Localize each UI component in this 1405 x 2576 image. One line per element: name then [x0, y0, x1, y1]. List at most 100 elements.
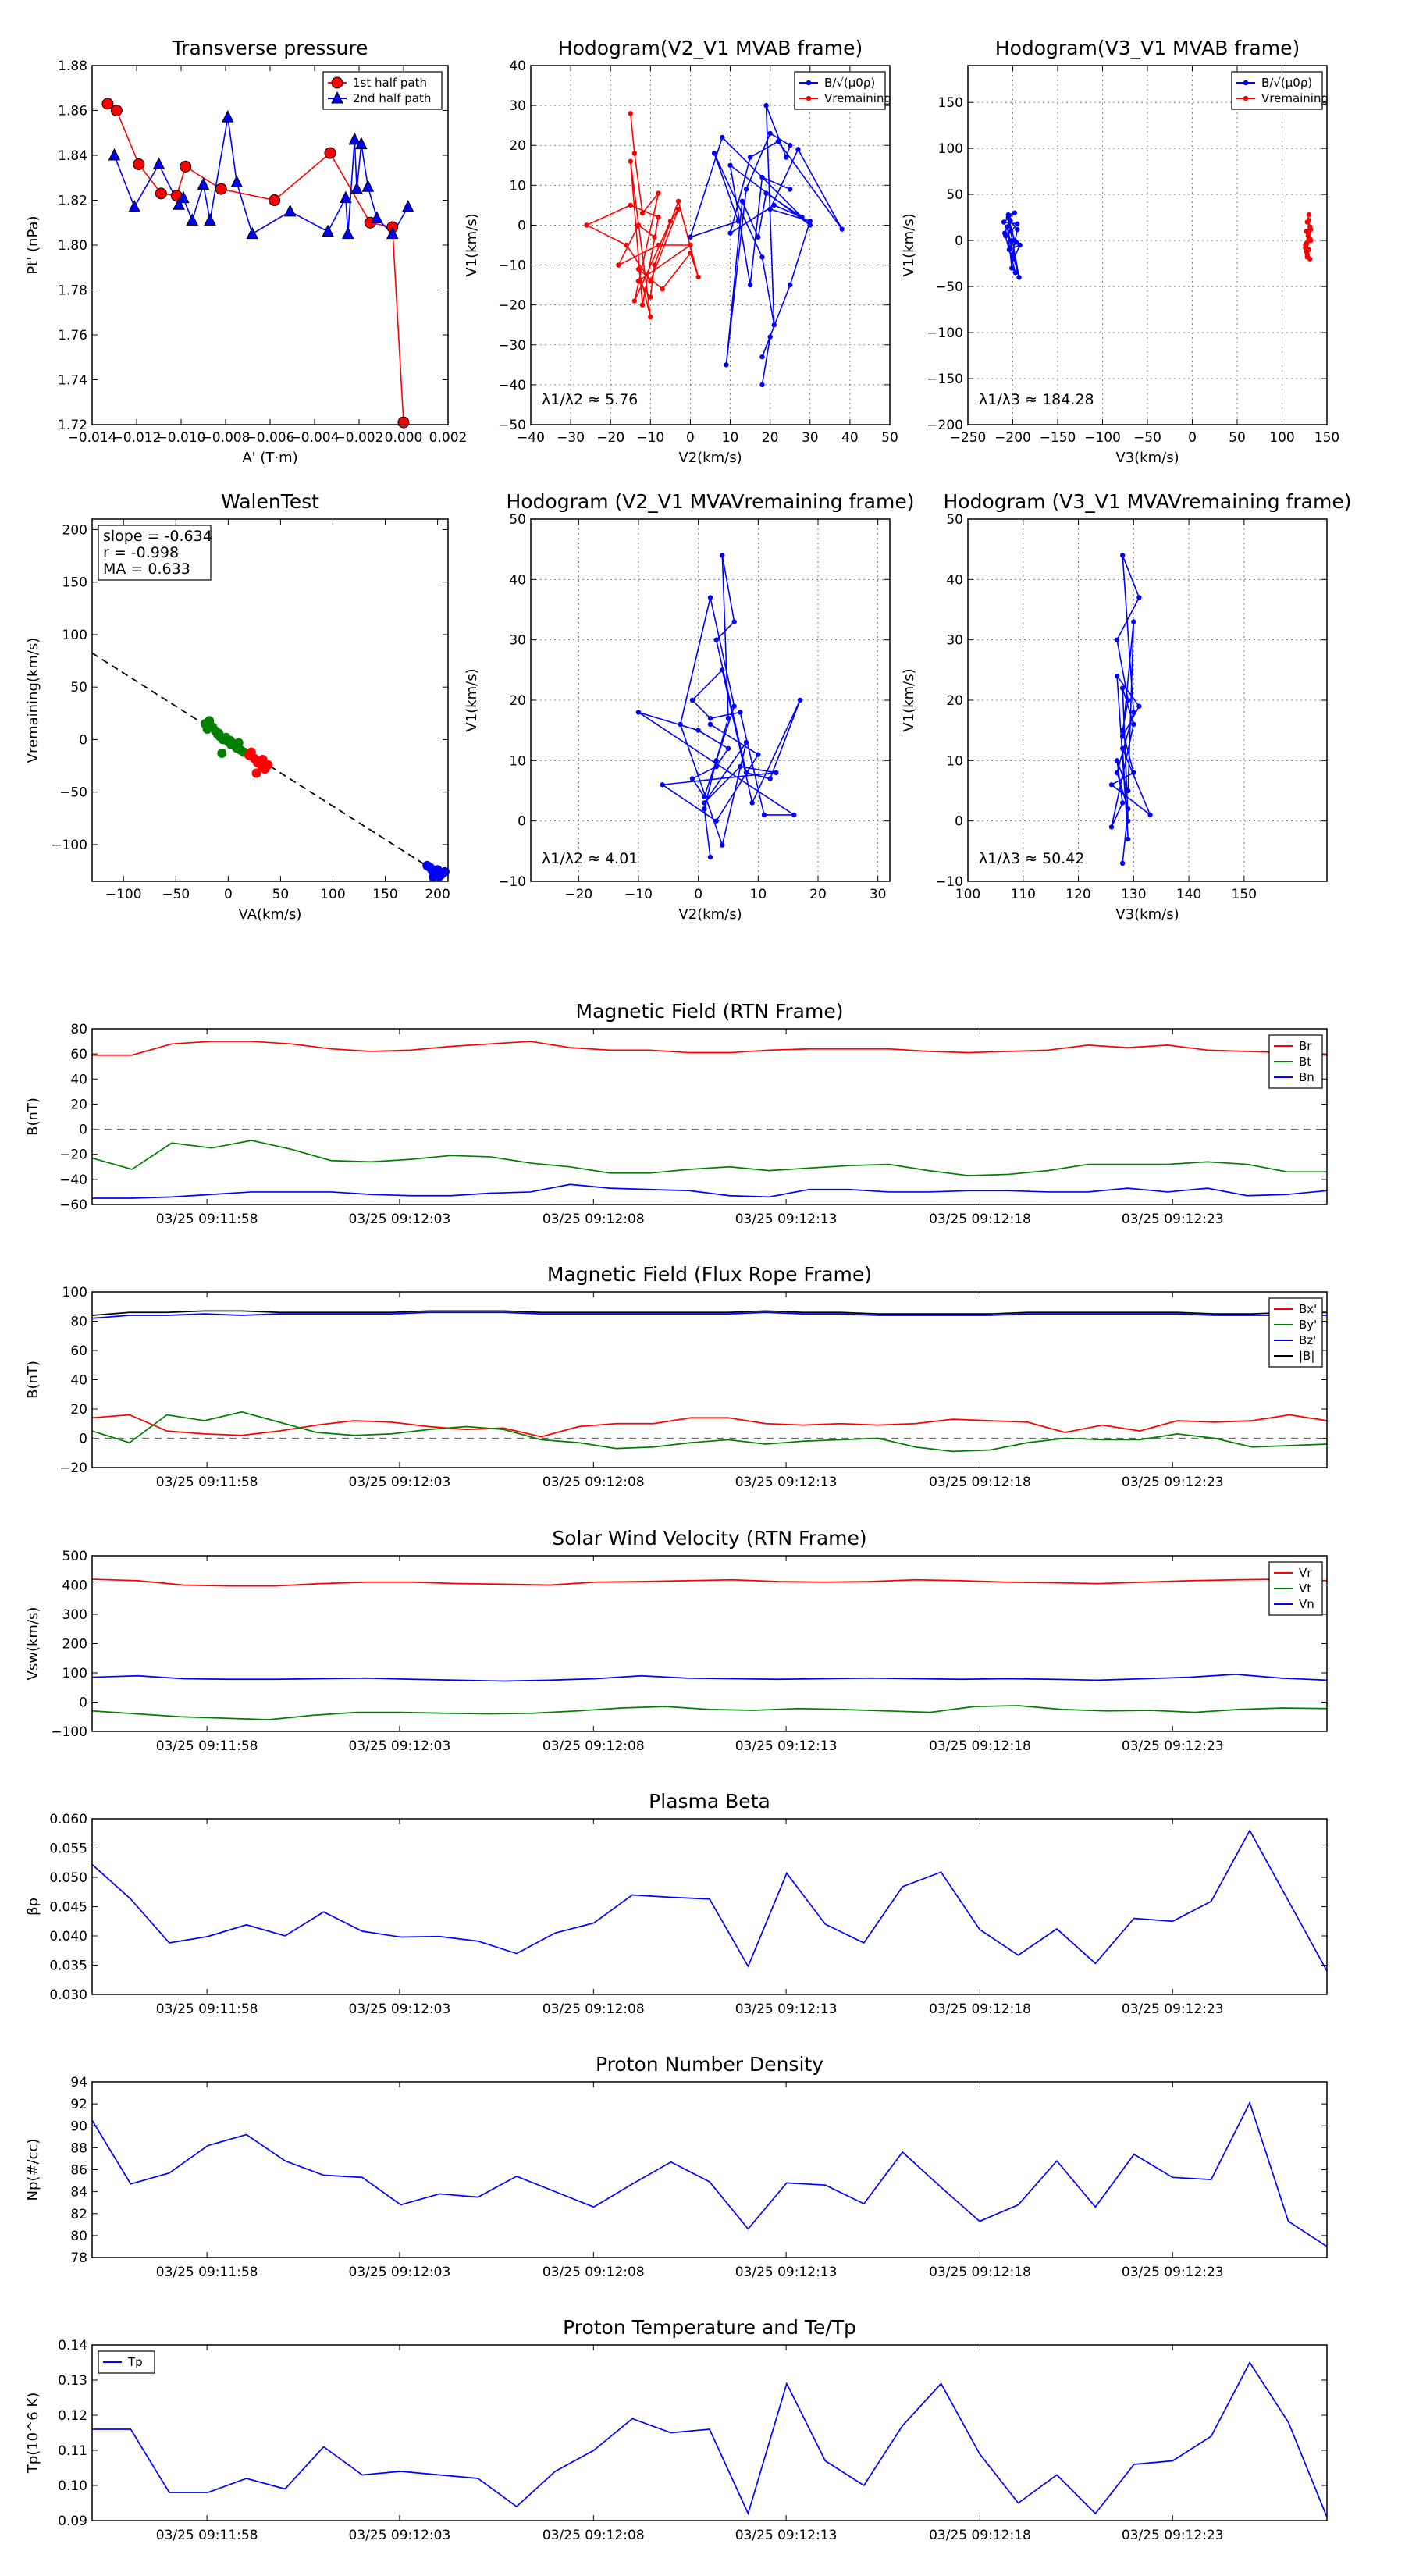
mag_rtn-x-tick-label: 03/25 09:11:58 — [156, 1212, 258, 1227]
hodo_v3_v1_mvab-x-tick-label: −150 — [1040, 430, 1076, 446]
hodo_v2_v1_mvav-x-tick-label: 20 — [809, 887, 827, 902]
transverse_pressure-point-1-9 — [230, 175, 244, 187]
plasma_beta-y-tick-label: 0.050 — [49, 1870, 87, 1886]
proton_density-title: Proton Number Density — [596, 2053, 823, 2076]
hodo_v2_v1_mvab-x-tick-label: 50 — [881, 430, 898, 446]
hodo_v2_v1_mvab-point-1-14 — [648, 314, 653, 320]
transverse_pressure-point-1-20 — [386, 226, 399, 240]
hodo_v2_v1_mvab-point-0-19 — [788, 143, 793, 148]
hodo_v3_v1_mvab-point-1-10 — [1304, 240, 1309, 246]
hodo_v2_v1_mvab-point-0-3 — [788, 282, 793, 288]
hodo_v3_v1_mvav-point-0-23 — [1119, 685, 1126, 691]
solar_wind-y-tick-label: 200 — [62, 1637, 87, 1653]
proton_density-x-tick-label: 03/25 09:12:23 — [1122, 2265, 1224, 2280]
hodo_v3_v1_mvav-point-0-1 — [1126, 806, 1131, 812]
hodo_v3_v1_mvab-y-tick-label: 0 — [955, 233, 963, 249]
mag_fluxrope-x-tick-label: 03/25 09:12:13 — [735, 1475, 838, 1490]
transverse_pressure-point-1-17 — [355, 137, 368, 150]
transverse_pressure-y-tick-label: 1.72 — [58, 418, 87, 433]
walen_test-point-1-9 — [258, 754, 268, 764]
hodo_v2_v1_mvab-point-1-8 — [624, 242, 629, 248]
hodo_v2_v1_mvav-point-0-23 — [731, 703, 737, 709]
transverse_pressure-x-axis-label: A' (T·m) — [242, 450, 297, 466]
hodo_v3_v1_mvab-x-tick-label: 150 — [1314, 430, 1339, 446]
hodo_v2_v1_mvab-point-legend-1 — [806, 95, 812, 101]
mag_rtn-legend-label: Bt — [1299, 1055, 1311, 1069]
transverse_pressure-point-0-7 — [269, 194, 281, 206]
proton_temp-y-tick-label: 0.12 — [58, 2408, 87, 2424]
transverse_pressure-point-legend-1 — [331, 91, 343, 104]
proton_temp-y-tick-label: 0.09 — [58, 2514, 87, 2529]
walen_test-plot-frame — [91, 518, 449, 882]
hodo_v3_v1_mvav-x-tick-label: 150 — [1232, 887, 1257, 902]
hodo_v2_v1_mvab-y-tick-label: 30 — [509, 98, 526, 114]
transverse_pressure-point-0-3 — [155, 187, 167, 200]
hodo_v2_v1_mvav-x-tick-label: 0 — [694, 887, 702, 902]
mag_fluxrope-x-tick-label: 03/25 09:12:03 — [349, 1475, 451, 1490]
hodo_v2_v1_mvab-legend-box — [794, 71, 886, 110]
hodo_v3_v1_mvab-y-tick-label: −150 — [927, 372, 963, 387]
mag_rtn-y-tick-label: −40 — [59, 1172, 87, 1188]
mag_rtn-series-line-1 — [91, 1140, 1327, 1176]
transverse_pressure-y-tick-label: 1.80 — [58, 238, 87, 254]
hodo_v3_v1_mvav-point-0-24 — [1126, 818, 1131, 824]
walen_test-y-tick-label: 200 — [62, 522, 87, 538]
hodo_v3_v1_mvav-x-tick-label: 140 — [1176, 887, 1201, 902]
hodo_v3_v1_mvab-point-legend-0 — [1243, 80, 1249, 86]
hodo_v2_v1_mvav-point-0-27 — [743, 739, 749, 745]
hodo_v3_v1_mvab-point-0-13 — [1012, 270, 1019, 276]
hodo_v2_v1_mvav-y-tick-label: 30 — [509, 633, 526, 649]
hodo_v3_v1_mvav-plot-frame — [967, 518, 1328, 882]
transverse_pressure-x-tick-label: −0.004 — [290, 430, 340, 446]
hodo_v3_v1_mvav-point-0-15 — [1136, 703, 1142, 709]
solar_wind-x-tick-label: 03/25 09:12:23 — [1122, 1738, 1224, 1754]
plasma_beta-y-tick-label: 0.060 — [49, 1812, 87, 1827]
hodo_v3_v1_mvav-y-tick-label: 10 — [946, 753, 963, 769]
hodo_v3_v1_mvav-point-0-21 — [1108, 824, 1115, 830]
proton_temp-x-tick-label: 03/25 09:12:08 — [542, 2528, 645, 2543]
proton_temp-plot-frame — [91, 2344, 1328, 2521]
hodo_v2_v1_mvab-x-tick-label: −30 — [557, 430, 585, 446]
walen_test-point-0-19 — [214, 728, 224, 738]
hodo_v3_v1_mvav-point-0-11 — [1147, 812, 1153, 818]
hodo_v3_v1_mvav-point-0-10 — [1108, 782, 1115, 788]
walen_test-x-tick-label: 100 — [320, 887, 345, 902]
hodo_v3_v1_mvav-point-0-17 — [1131, 619, 1136, 624]
hodo_v3_v1_mvab-point-0-3 — [1015, 221, 1020, 227]
hodo_v2_v1_mvab-point-1-25 — [616, 262, 621, 268]
hodo_v2_v1_mvav-y-tick-label: 40 — [509, 572, 526, 588]
mag_fluxrope-legend-label: By' — [1299, 1318, 1317, 1332]
hodo_v3_v1_mvav-point-0-19 — [1114, 758, 1120, 763]
transverse_pressure-point-1-14 — [341, 226, 354, 240]
mag_fluxrope-y-tick-label: 60 — [70, 1343, 87, 1359]
hodo_v2_v1_mvab-y-tick-label: 0 — [518, 218, 526, 233]
hodo_v3_v1_mvab-y-axis-label: V1(km/s) — [901, 213, 917, 276]
hodo_v2_v1_mvab-point-0-15 — [739, 198, 745, 204]
hodo_v2_v1_mvab-title: Hodogram(V2_V1 MVAB frame) — [558, 37, 863, 59]
walen_test-point-2-8 — [429, 872, 439, 882]
mag_rtn-y-tick-label: 40 — [70, 1072, 87, 1087]
mag_rtn-plot-frame — [91, 1028, 1328, 1205]
plasma_beta-y-tick-label: 0.035 — [49, 1959, 87, 1974]
walen_test-y-tick-label: −100 — [51, 838, 87, 853]
hodo_v2_v1_mvab-point-1-15 — [635, 266, 642, 272]
proton_temp-x-tick-label: 03/25 09:11:58 — [156, 2528, 258, 2543]
proton_density-y-tick-label: 92 — [70, 2097, 87, 2112]
hodo_v2_v1_mvab-y-tick-label: −40 — [498, 378, 526, 393]
walen_test-x-axis-label: VA(km/s) — [239, 906, 302, 923]
transverse_pressure-y-tick-label: 1.76 — [58, 328, 87, 343]
hodo_v2_v1_mvab-point-1-18 — [695, 274, 701, 280]
walen_test-x-tick-label: 50 — [272, 887, 290, 902]
transverse_pressure-y-tick-label: 1.74 — [58, 373, 87, 389]
mag_fluxrope-y-tick-label: 100 — [62, 1285, 87, 1300]
hodo_v2_v1_mvav-point-0-11 — [720, 667, 725, 673]
hodo_v3_v1_mvab-point-1-0 — [1306, 212, 1312, 218]
solar_wind-y-tick-label: 400 — [62, 1578, 87, 1594]
proton_temp-y-tick-label: 0.10 — [58, 2478, 87, 2494]
hodo_v2_v1_mvab-x-tick-label: 10 — [722, 430, 739, 446]
hodo_v3_v1_mvab-point-1-16 — [1307, 236, 1313, 241]
mag_rtn-x-tick-label: 03/25 09:12:23 — [1122, 1212, 1224, 1227]
walen_test-y-tick-label: 50 — [70, 680, 87, 696]
transverse_pressure-point-1-19 — [370, 211, 383, 223]
hodo_v2_v1_mvab-point-0-26 — [688, 234, 693, 240]
